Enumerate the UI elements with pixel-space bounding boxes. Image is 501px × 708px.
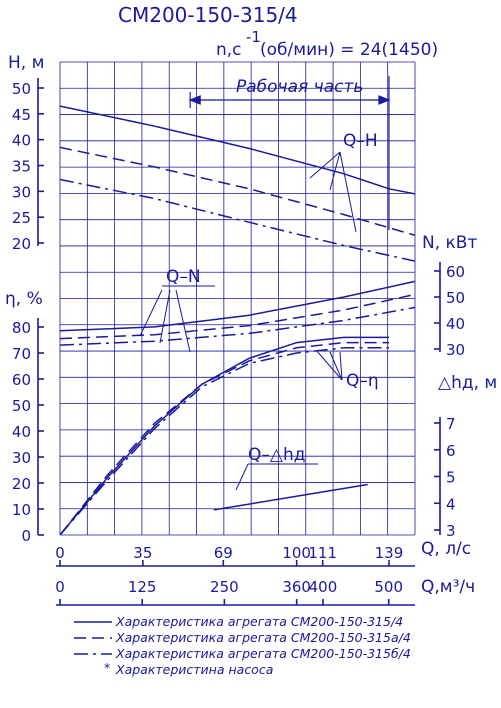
eta-tick-label: 70: [12, 345, 31, 363]
h-tick-label: 45: [12, 106, 31, 124]
curve-Q-H-dashed: [60, 146, 415, 237]
legend-star-icon: *: [104, 660, 110, 675]
n-tick-label: 40: [446, 315, 465, 333]
dh-tick-label: 4: [446, 495, 456, 513]
h-tick-label: 50: [12, 80, 31, 98]
dh-tick-label: 3: [446, 522, 456, 540]
n-tick-label: 60: [446, 263, 465, 281]
working-arrow-right: [378, 95, 391, 105]
q-ls-tick-label: 100: [282, 544, 311, 562]
legend-label: Характеристика агрегата СМ200-150-315/4: [115, 614, 403, 629]
tick-labels: 5045403530252080706050403020100605040307…: [12, 80, 465, 596]
grid: [59, 61, 416, 536]
eta-tick-label: 30: [12, 449, 31, 467]
curve-Q-η-dashdot: [60, 347, 389, 535]
curve-Q-△hд-solid: [213, 483, 368, 511]
eta-tick-label: 20: [12, 475, 31, 493]
curve-Q-N-solid: [60, 280, 415, 332]
axes: [37, 78, 441, 606]
n-tick-label: 50: [446, 289, 465, 307]
qn-label: Q–N: [166, 267, 201, 287]
h-tick-label: 20: [12, 235, 31, 253]
q-ls-tick-label: 139: [375, 544, 404, 562]
speed-value: (об/мин) = 24(1450): [260, 40, 438, 60]
dh-tick-label: 5: [446, 469, 456, 487]
h-axis-label: H, м: [8, 53, 44, 73]
curve-Q-N-dashed: [60, 293, 415, 340]
dh-axis-label: △hд, м: [438, 373, 497, 393]
curves: [60, 105, 415, 535]
q-ls-tick-label: 35: [133, 544, 152, 562]
speed-label: n,c: [216, 40, 242, 60]
q-ls-tick-label: 111: [308, 544, 337, 562]
legend-label: Характеристика агрегата СМ200-150-315а/4: [115, 630, 411, 645]
qdh-label: Q–△hд: [248, 445, 305, 465]
working-range-marker: [188, 76, 391, 230]
q-m3-tick-label: 125: [128, 578, 157, 596]
eta-tick-label: 40: [12, 423, 31, 441]
n-axis-label: N, кВт: [422, 233, 477, 253]
qh-label: Q–H: [343, 131, 378, 151]
eta-tick-label: 10: [12, 501, 31, 519]
h-tick-label: 30: [12, 183, 31, 201]
q-m3-tick-label: 400: [309, 578, 338, 596]
q-m3-tick-label: 360: [282, 578, 311, 596]
curve-Q-η-solid: [60, 336, 389, 535]
eta-tick-label: 80: [12, 319, 31, 337]
legend-label: Характеристина насоса: [115, 662, 273, 677]
curve-Q-H-solid: [60, 105, 415, 195]
n-tick-label: 30: [446, 341, 465, 359]
working-arrow-left: [188, 95, 201, 105]
q-m3-axis-label: Q,м³/ч: [421, 577, 475, 597]
chart-title: СМ200-150-315/4: [118, 3, 298, 27]
q-m3-tick-label: 0: [55, 578, 65, 596]
qn-leaders: [139, 285, 215, 353]
working-range-label: Рабочая часть: [236, 77, 363, 97]
h-tick-label: 25: [12, 209, 31, 227]
curve-Q-η-dashed: [60, 341, 389, 535]
curve-Q-H-dashdot: [60, 178, 415, 262]
q-m3-tick-label: 500: [374, 578, 403, 596]
eta-axis-label: η, %: [5, 289, 43, 309]
dh-tick-label: 7: [446, 415, 456, 433]
h-tick-label: 40: [12, 132, 31, 150]
qdh-leaders: [235, 463, 318, 491]
dh-tick-label: 6: [446, 442, 456, 460]
q-ls-axis-label: Q, л/с: [421, 539, 471, 559]
eta-tick-label: 50: [12, 397, 31, 415]
speed-superscript: -1: [246, 28, 261, 46]
curve-Q-N-dashdot: [60, 306, 415, 346]
curve-annotations: [139, 151, 357, 491]
q-m3-tick-label: 250: [210, 578, 239, 596]
eta-tick-label: 0: [21, 527, 31, 545]
qeta-leaders: [315, 349, 343, 381]
legend: Характеристика агрегата СМ200-150-315/4Х…: [74, 614, 411, 677]
h-tick-label: 35: [12, 158, 31, 176]
q-ls-tick-label: 0: [55, 544, 65, 562]
q-ls-tick-label: 69: [214, 544, 233, 562]
qh-leaders: [309, 151, 357, 233]
eta-tick-label: 60: [12, 371, 31, 389]
qeta-label: Q–η: [346, 371, 379, 391]
legend-label: Характеристика агрегата СМ200-150-315б/4: [115, 646, 411, 661]
